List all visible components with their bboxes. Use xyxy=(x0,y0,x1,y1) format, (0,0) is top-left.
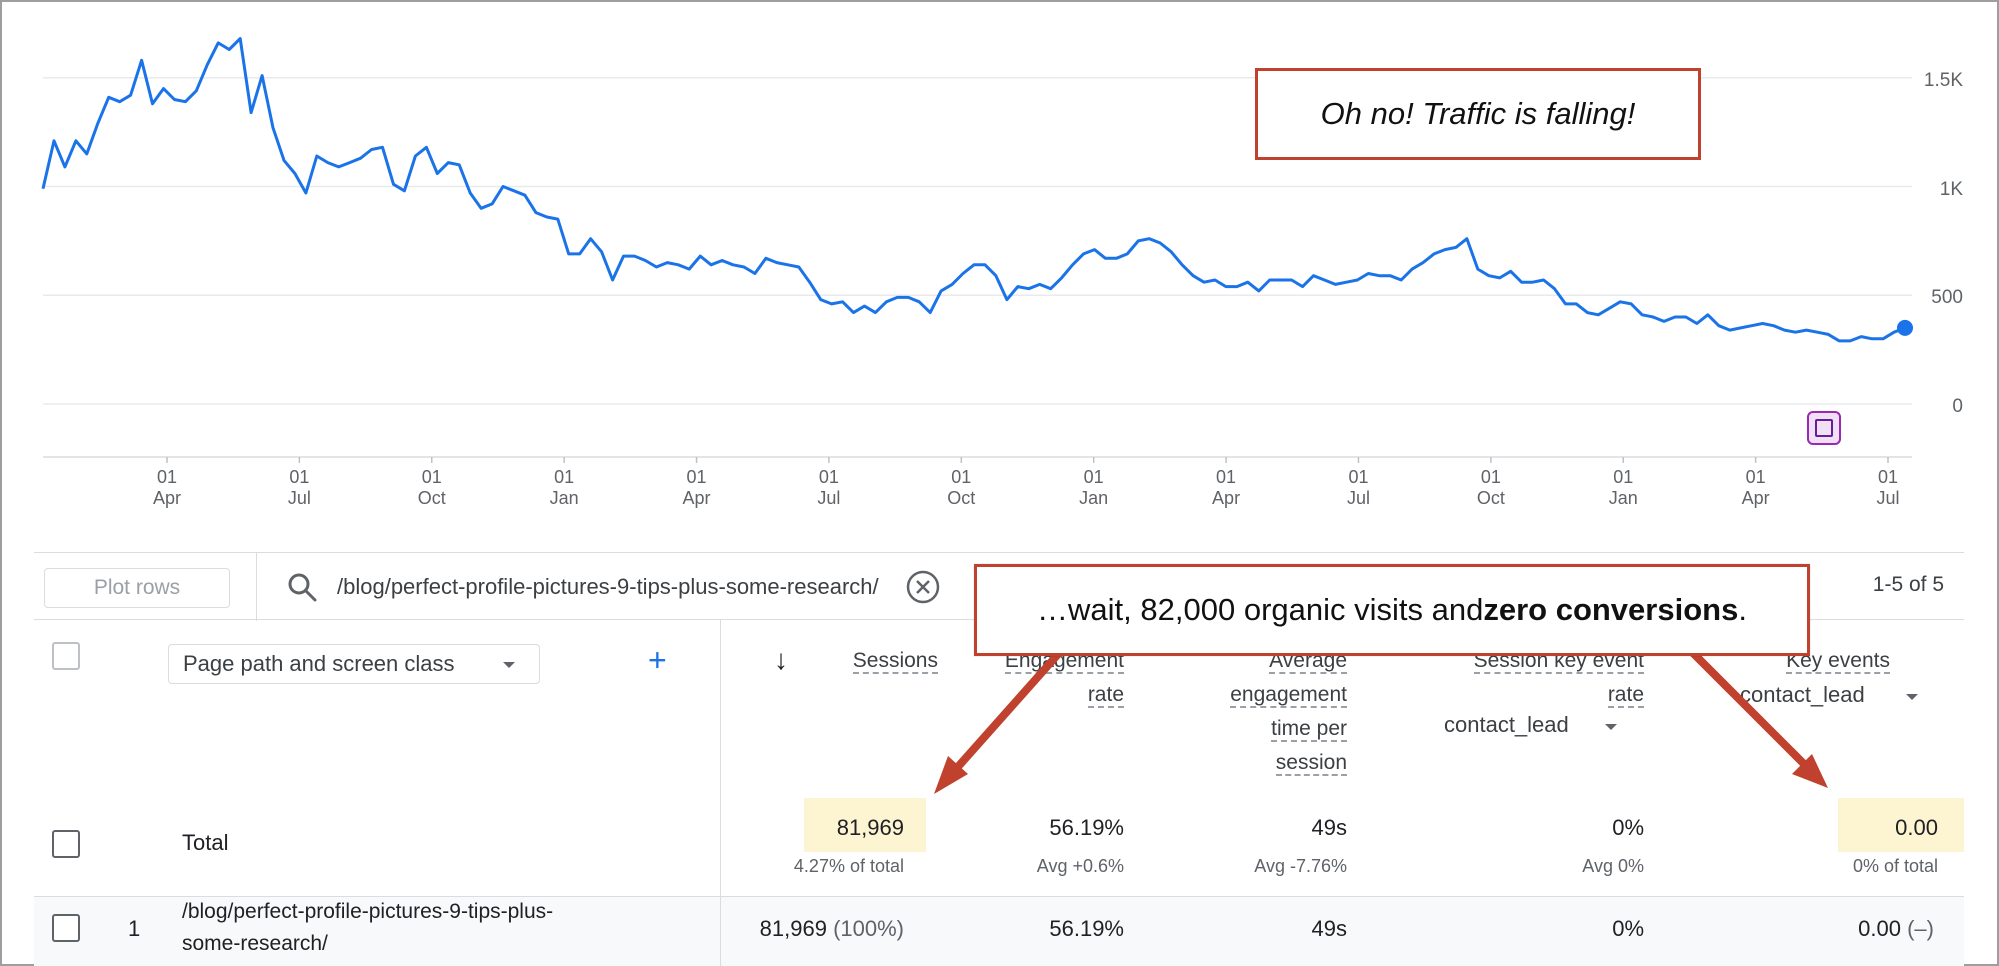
plot-rows-button[interactable]: Plot rows xyxy=(44,568,230,608)
report-table: Page path and screen class + ↓ Sessions … xyxy=(34,620,1964,966)
row-key-rate: 0% xyxy=(1612,916,1644,941)
row-page-path[interactable]: /blog/perfect-profile-pictures-9-tips-pl… xyxy=(182,900,554,955)
chevron-down-icon xyxy=(1605,724,1617,730)
x-tick-marks xyxy=(166,457,1889,463)
search-bar xyxy=(256,553,1016,621)
row-engagement-rate: 56.19% xyxy=(1049,916,1124,941)
total-engagement-rate: 56.19% xyxy=(1049,815,1124,840)
dimension-select[interactable]: Page path and screen class xyxy=(168,644,540,684)
column-divider xyxy=(720,896,721,966)
total-row-checkbox[interactable] xyxy=(52,830,80,858)
total-sessions: 81,969 xyxy=(836,815,904,840)
x-tick-label: 01 Apr xyxy=(152,467,181,508)
row-avg-time: 49s xyxy=(1311,916,1347,941)
chevron-down-icon xyxy=(1906,694,1918,700)
search-input[interactable] xyxy=(337,567,897,607)
row-number: 1 xyxy=(128,916,141,941)
table-toolbar: Plot rows 1-5 of 5 xyxy=(34,552,1964,621)
callout-zero-conversions: …wait, 82,000 organic visits and zero co… xyxy=(974,564,1810,656)
x-tick-label: 01 Oct xyxy=(1476,467,1505,508)
x-tick-label: 01 Jul xyxy=(287,467,311,508)
row-sessions: 81,969 (100%) xyxy=(759,916,904,941)
key-events-event-select[interactable]: contact_lead xyxy=(1740,682,1865,707)
row-checkbox[interactable] xyxy=(52,914,80,942)
total-key-events: 0.00 xyxy=(1895,815,1938,840)
x-tick-label: 01 Apr xyxy=(1741,467,1770,508)
y-tick-label: 0 xyxy=(1952,396,1963,417)
annotation-note-icon[interactable] xyxy=(1807,411,1841,445)
last-point-marker xyxy=(1897,319,1913,336)
y-tick-label: 1.5K xyxy=(1923,69,1963,91)
x-tick-label: 01 Apr xyxy=(1212,467,1241,508)
callout-zero-conversions-prefix: …wait, 82,000 organic visits and xyxy=(1037,592,1484,627)
total-sessions-sub: 4.27% of total xyxy=(793,856,904,876)
total-label: Total xyxy=(182,830,229,855)
y-tick-label: 500 xyxy=(1931,287,1963,309)
add-dimension-icon[interactable]: + xyxy=(648,642,667,678)
x-tick-label: 01 Apr xyxy=(682,467,711,508)
key-rate-event-select[interactable]: contact_lead xyxy=(1444,712,1569,737)
row-key-events: 0.00 (–) xyxy=(1858,916,1934,941)
dimension-select-label: Page path and screen class xyxy=(183,651,455,676)
x-tick-label: 01 Jul xyxy=(817,467,841,508)
callout-traffic-falling: Oh no! Traffic is falling! xyxy=(1255,68,1701,160)
sessions-total-highlight xyxy=(804,798,926,852)
callout-zero-conversions-bold: zero conversions xyxy=(1483,592,1739,627)
total-engagement-rate-sub: Avg +0.6% xyxy=(1036,856,1124,876)
total-key-events-sub: 0% of total xyxy=(1852,856,1938,876)
table-row[interactable] xyxy=(34,896,1964,966)
col-header-sessions[interactable]: Sessions xyxy=(852,649,938,674)
column-divider xyxy=(720,620,721,966)
x-tick-label: 01 Jan xyxy=(1608,467,1638,508)
pagination-label: 1-5 of 5 xyxy=(1872,573,1944,596)
select-all-checkbox[interactable] xyxy=(52,642,80,670)
x-tick-label: 01 Oct xyxy=(947,467,976,508)
x-tick-label: 01 Jan xyxy=(549,467,579,508)
total-key-rate-sub: Avg 0% xyxy=(1582,856,1644,876)
y-tick-label: 1K xyxy=(1939,178,1963,200)
chevron-down-icon xyxy=(503,662,515,668)
x-tick-label: 01 Jul xyxy=(1876,467,1900,508)
total-avg-time: 49s xyxy=(1311,815,1347,840)
x-tick-label: 01 Jan xyxy=(1079,467,1109,508)
search-icon xyxy=(288,573,317,602)
key-events-total-highlight xyxy=(1838,798,1964,852)
total-key-rate: 0% xyxy=(1612,815,1644,840)
sessions-series-line xyxy=(41,37,1906,343)
col-header-avg-engagement-time[interactable]: Average engagement time per session xyxy=(1230,649,1347,776)
x-tick-label: 01 Jul xyxy=(1346,467,1370,508)
total-avg-time-sub: Avg -7.76% xyxy=(1254,856,1347,876)
clear-search-icon[interactable] xyxy=(905,569,941,605)
callout-traffic-falling-text: Oh no! Traffic is falling! xyxy=(1320,96,1636,131)
sort-desc-icon[interactable]: ↓ xyxy=(774,644,788,675)
x-tick-label: 01 Oct xyxy=(417,467,446,508)
callout-zero-conversions-suffix: . xyxy=(1738,592,1747,627)
